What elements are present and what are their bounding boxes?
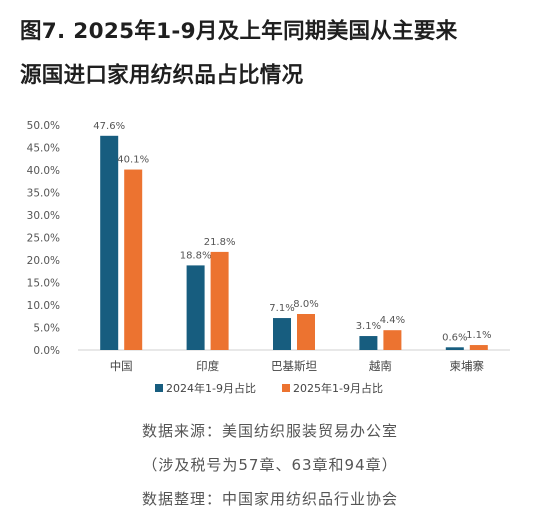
data-label: 47.6% xyxy=(93,121,125,132)
x-tick-label: 越南 xyxy=(369,359,392,373)
source-line-3: 数据整理：中国家用纺织品行业协会 xyxy=(141,490,398,508)
legend-swatch xyxy=(282,384,290,392)
y-tick-label: 0.0% xyxy=(33,345,60,357)
x-tick-label: 柬埔寨 xyxy=(450,359,485,373)
data-label: 18.8% xyxy=(180,250,212,261)
bar-2024 xyxy=(100,135,119,350)
data-label: 8.0% xyxy=(293,299,318,310)
data-label: 4.4% xyxy=(380,315,405,326)
data-label: 1.1% xyxy=(466,330,491,341)
y-tick-label: 35.0% xyxy=(27,188,60,200)
bar-chart: 0.0% 5.0% 10.0% 15.0% 20.0% 25.0% 30.0% 35.0% 40… xyxy=(27,120,510,395)
legend-swatch xyxy=(155,384,163,392)
y-tick-label: 15.0% xyxy=(27,278,60,290)
bar-2024 xyxy=(359,336,378,350)
x-tick-label: 印度 xyxy=(196,359,219,373)
x-tick-label: 中国 xyxy=(110,359,133,373)
y-tick-label: 5.0% xyxy=(33,323,60,335)
bar-2025 xyxy=(383,330,402,350)
source-line-1: 数据来源：美国纺织服装贸易办公室 xyxy=(141,422,398,440)
data-label: 7.1% xyxy=(269,303,294,314)
chart-title: 图7. 2025年1-9月及上年同期美国从主要来 源国进口家用纺织品占比情况 xyxy=(20,10,530,98)
y-tick-label: 25.0% xyxy=(27,233,60,245)
legend-label: 2025年1-9月占比 xyxy=(293,381,383,395)
y-tick-label: 10.0% xyxy=(27,300,60,312)
data-label: 3.1% xyxy=(356,321,381,332)
bar-2024 xyxy=(273,318,291,350)
bar-2024 xyxy=(445,347,464,350)
bar-2025 xyxy=(469,345,488,350)
data-label: 40.1% xyxy=(117,155,149,166)
data-label: 21.8% xyxy=(204,237,236,248)
x-tick-label: 巴基斯坦 xyxy=(271,359,317,373)
y-tick-label: 30.0% xyxy=(27,210,60,222)
title-line-1: 图7. 2025年1-9月及上年同期美国从主要来 xyxy=(20,19,458,44)
y-tick-label: 40.0% xyxy=(27,165,60,177)
y-tick-label: 50.0% xyxy=(27,120,60,132)
bar-2025 xyxy=(210,251,229,350)
legend-label: 2024年1-9月占比 xyxy=(166,381,256,395)
y-tick-label: 20.0% xyxy=(27,255,60,267)
bar-2024 xyxy=(186,265,205,350)
y-tick-label: 45.0% xyxy=(27,143,60,155)
source-line-2: （涉及税号为57章、63章和94章） xyxy=(142,456,398,474)
bar-2025 xyxy=(297,314,315,350)
bar-2025 xyxy=(124,169,143,350)
data-label: 0.6% xyxy=(442,332,467,343)
title-line-2: 源国进口家用纺织品占比情况 xyxy=(20,63,304,88)
